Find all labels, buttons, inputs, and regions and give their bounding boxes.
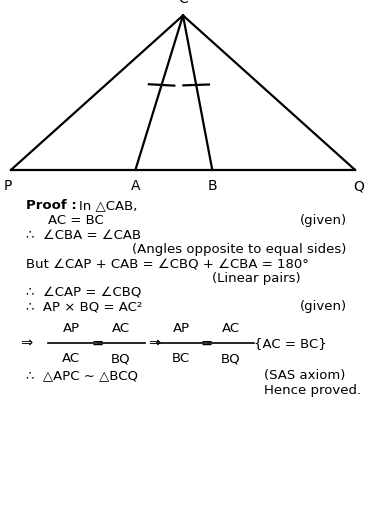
Text: AC: AC <box>62 352 81 365</box>
Text: =: = <box>201 336 213 351</box>
Text: (given): (given) <box>300 214 347 227</box>
Text: AC = BC: AC = BC <box>48 214 103 227</box>
Text: ∴  ∠CBA = ∠CAB: ∴ ∠CBA = ∠CAB <box>26 229 141 242</box>
Text: Hence proved.: Hence proved. <box>264 384 361 397</box>
Text: =: = <box>92 336 104 351</box>
Text: Q: Q <box>353 179 364 193</box>
Text: BQ: BQ <box>111 352 131 365</box>
Text: ⇒: ⇒ <box>20 336 32 351</box>
Text: (SAS axiom): (SAS axiom) <box>264 369 345 383</box>
Text: AP: AP <box>63 322 80 335</box>
Text: ∴  AP × BQ = AC²: ∴ AP × BQ = AC² <box>26 300 142 313</box>
Text: (given): (given) <box>300 300 347 313</box>
Text: ∴  ∠CAP = ∠CBQ: ∴ ∠CAP = ∠CBQ <box>26 286 141 299</box>
Text: {AC = BC}: {AC = BC} <box>254 337 327 350</box>
Text: A: A <box>131 179 140 193</box>
Text: AC: AC <box>112 322 130 335</box>
Text: ⇒: ⇒ <box>148 336 160 351</box>
Text: Proof :: Proof : <box>26 199 81 212</box>
Text: (Linear pairs): (Linear pairs) <box>212 272 301 284</box>
Text: BC: BC <box>172 352 190 365</box>
Text: (Angles opposite to equal sides): (Angles opposite to equal sides) <box>132 243 346 256</box>
Text: AC: AC <box>221 322 240 335</box>
Text: ∴  △APC ∼ △BCQ: ∴ △APC ∼ △BCQ <box>26 369 138 383</box>
Text: But ∠CAP + CAB = ∠CBQ + ∠CBA = 180°: But ∠CAP + CAB = ∠CBQ + ∠CBA = 180° <box>26 258 309 270</box>
Text: P: P <box>3 179 11 193</box>
Text: BQ: BQ <box>221 352 240 365</box>
Text: AP: AP <box>173 322 190 335</box>
Text: In △CAB,: In △CAB, <box>79 199 137 212</box>
Text: C: C <box>178 0 188 6</box>
Text: B: B <box>208 179 217 193</box>
